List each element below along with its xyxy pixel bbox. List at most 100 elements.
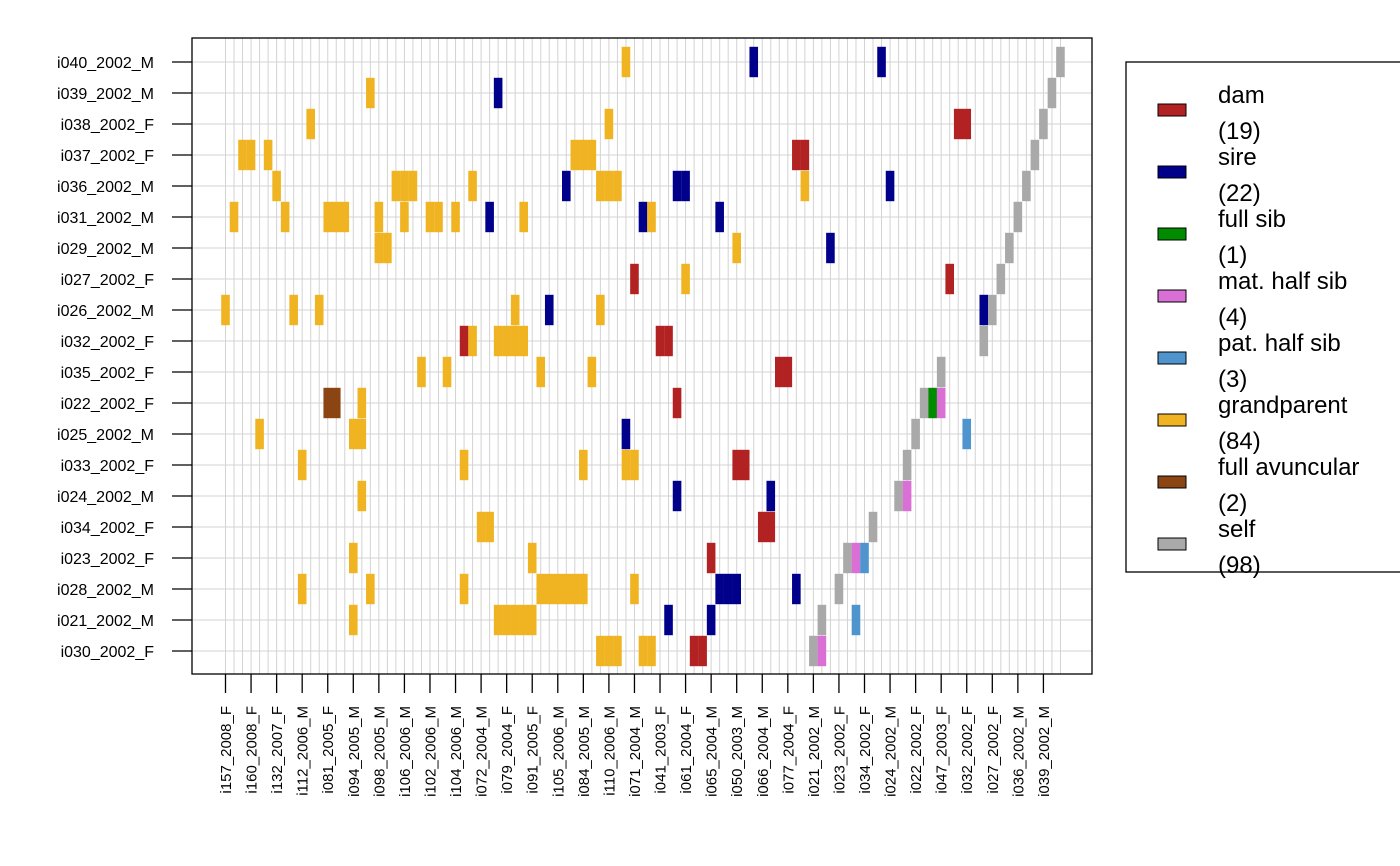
legend-swatch-pathalf (1157, 351, 1187, 365)
cell-mathalf (851, 542, 861, 574)
cell-gp (425, 201, 435, 233)
cell-dam (757, 511, 767, 543)
x-tick-label: i027_2002_F (985, 706, 1002, 794)
cell-dam (783, 356, 793, 388)
cell-gp (476, 511, 486, 543)
x-tick-label: i084_2005_M (576, 706, 593, 797)
grid-lines (192, 38, 1092, 674)
cell-self (1047, 77, 1057, 109)
x-tick-label: i032_2002_F (959, 706, 976, 794)
cell-sire (732, 573, 741, 605)
cell-gp (527, 542, 537, 574)
cell-gp (647, 635, 656, 667)
cell-gp (408, 170, 418, 202)
cell-gp (732, 232, 741, 264)
cell-dam (740, 449, 750, 481)
cell-dam (962, 108, 972, 140)
cell-gp (502, 604, 511, 636)
legend-count-self: (98) (1218, 552, 1261, 579)
cell-gp (349, 418, 358, 450)
cell-gp (442, 356, 452, 388)
legend-count-fullavunc: (2) (1218, 490, 1247, 517)
legend-label-mathalf: mat. half sib (1218, 268, 1347, 295)
cell-dam (672, 387, 682, 419)
cell-gp (493, 604, 503, 636)
cell-sire (715, 201, 724, 233)
x-tick-label: i157_2008_F (218, 706, 235, 794)
cell-gp (383, 232, 392, 264)
legend: dam (19)sire (22)full sib (1)mat. half sib (… (1125, 61, 1400, 579)
y-tick-label: i022_2002_F (61, 396, 155, 413)
cell-gp (570, 573, 580, 605)
cell-gp (613, 635, 622, 667)
cell-self (1005, 232, 1014, 264)
cell-gp (280, 201, 290, 233)
cell-dam (630, 263, 639, 295)
cell-gp (621, 449, 631, 481)
cell-gp (366, 77, 375, 109)
cell-gp (647, 201, 656, 233)
cell-dam (800, 139, 810, 171)
y-tick-label: i033_2002_F (61, 458, 155, 475)
cell-gp (596, 294, 605, 326)
cell-gp (638, 635, 648, 667)
x-tick-label: i110_2006_M (601, 706, 618, 796)
legend-count-fullsib: (1) (1218, 242, 1247, 269)
x-tick-label: i072_2004_M (474, 706, 491, 797)
x-tick-label: i091_2005_F (525, 706, 542, 794)
x-tick-label: i098_2005_M (371, 706, 388, 797)
legend-swatch-dam (1157, 103, 1187, 117)
cell-dam (664, 325, 673, 357)
y-tick-label: i027_2002_F (61, 272, 155, 289)
x-tick-label: i102_2006_M (422, 706, 439, 797)
cell-gp (263, 139, 273, 171)
cell-dam (775, 356, 784, 388)
cell-gp (459, 573, 469, 605)
cell-self (1056, 46, 1065, 78)
cell-gp (246, 139, 256, 171)
cell-self (979, 325, 989, 357)
cell-gp (238, 139, 247, 171)
cell-dam (766, 511, 776, 543)
cell-gp (587, 356, 597, 388)
y-tick-label: i031_2002_M (57, 210, 154, 227)
cell-fullavunc (331, 387, 341, 419)
cell-gp (400, 201, 409, 233)
cell-gp (297, 573, 307, 605)
cell-gp (374, 232, 384, 264)
cell-gp (314, 294, 324, 326)
cell-gp (323, 201, 333, 233)
cell-self (996, 263, 1006, 295)
cell-gp (289, 294, 298, 326)
cell-dam (732, 449, 741, 481)
cell-dam (792, 139, 801, 171)
cell-self (1030, 139, 1040, 171)
y-tick-label: i028_2002_M (57, 582, 154, 599)
y-tick-label: i032_2002_F (61, 334, 155, 351)
cell-dam (706, 542, 716, 574)
cell-gp (255, 418, 264, 450)
cell-sire (672, 480, 682, 512)
cell-gp (349, 542, 358, 574)
cell-sire (715, 573, 724, 605)
cell-sire (544, 294, 554, 326)
cell-dam (459, 325, 469, 357)
cell-gp (374, 201, 384, 233)
cell-self (988, 294, 997, 326)
y-tick-label: i026_2002_M (57, 303, 154, 320)
cell-sire (749, 46, 759, 78)
cell-gp (510, 325, 520, 357)
cell-gp (502, 325, 511, 357)
legend-swatch-fullsib (1157, 227, 1187, 241)
cell-gp (459, 449, 469, 481)
legend-label-self: self (1218, 516, 1256, 543)
y-tick-label: i035_2002_F (61, 365, 155, 382)
cell-sire (766, 480, 776, 512)
cell-gp (349, 604, 358, 636)
cell-gp (621, 46, 631, 78)
legend-count-sire: (22) (1218, 180, 1261, 207)
y-tick-label: i023_2002_F (61, 551, 155, 568)
cell-self (817, 604, 827, 636)
y-axis: i040_2002_M i039_2002_M i038_2002_F i037_20… (57, 55, 192, 661)
legend-label-fullavunc: full avuncular (1218, 454, 1359, 481)
